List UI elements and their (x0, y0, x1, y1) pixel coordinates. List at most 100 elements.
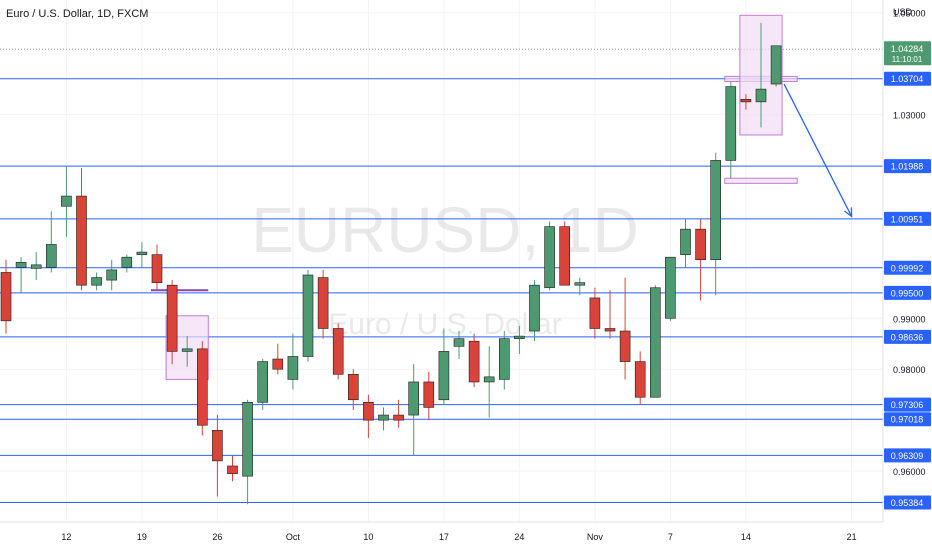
candle-body (710, 160, 722, 261)
level-tag-label: 0.99500 (891, 288, 924, 298)
level-tag (884, 495, 931, 510)
x-tick-label: Oct (286, 532, 301, 542)
arrow-head (844, 207, 853, 218)
level-tag-label: 0.97018 (891, 415, 924, 425)
candle-body (363, 402, 374, 421)
chart-title: Euro / U.S. Dollar, 1D, FXCM (6, 8, 149, 20)
candle-body (665, 256, 676, 319)
candle-body (680, 228, 691, 255)
level-tag (884, 159, 931, 174)
candle-body (151, 254, 163, 283)
candle-body (604, 328, 616, 332)
x-tick-label: 12 (61, 532, 71, 542)
level-tag-label: 0.99992 (891, 263, 924, 273)
candle-body (242, 402, 253, 477)
candle-body (649, 287, 661, 398)
candle-body (347, 374, 359, 401)
level-tag (884, 412, 931, 427)
candle-body (15, 261, 27, 268)
x-tick-label: 7 (668, 532, 673, 542)
level-tag (884, 211, 931, 226)
candle-body (181, 348, 193, 352)
watermark-name: Euro / U.S. Dollar (328, 308, 561, 341)
candle-body (136, 251, 148, 255)
horizontal-levels: 1.03704 1.01988 1.00951 0.99992 0.99500 0.986… (0, 41, 931, 510)
candle-body (408, 381, 420, 416)
y-tick-label: 1.05000 (893, 9, 926, 19)
candle-body (30, 264, 42, 269)
candle-body (574, 282, 586, 286)
arrow-shaft (783, 83, 853, 217)
candle-body (272, 358, 284, 370)
level-tag (884, 71, 931, 86)
candle-body (61, 195, 72, 207)
candle-body (378, 414, 389, 421)
watermark-symbol: EURUSD, 1D (251, 194, 639, 266)
y-tick-label: 0.99000 (893, 314, 926, 324)
x-tick-label: 26 (212, 532, 222, 542)
x-tick-label: 24 (514, 532, 524, 542)
candle-body (423, 381, 435, 408)
currency-label: USD (893, 7, 913, 17)
last-price-value: 1.04284 (891, 44, 924, 54)
candle-body (514, 335, 525, 339)
level-tag-label: 0.95384 (891, 498, 924, 508)
level-tag-label: 0.98636 (891, 332, 924, 342)
level-tag-label: 1.01988 (891, 162, 924, 172)
candle-body (755, 88, 767, 103)
x-tick-label: Nov (587, 532, 604, 542)
level-tag (884, 260, 931, 275)
candle-body (317, 277, 329, 329)
candle-body (287, 356, 299, 380)
candle-body (257, 361, 269, 403)
candle-body (619, 330, 631, 362)
candle-body (634, 361, 646, 398)
candle-body (770, 45, 782, 85)
candle-body (529, 284, 540, 332)
last-price-countdown: 11:10:01 (892, 55, 923, 64)
x-tick-label: 14 (741, 532, 751, 542)
candle-body (544, 226, 555, 289)
candle-body (91, 277, 102, 286)
level-tag (884, 448, 931, 463)
level-tag (884, 397, 931, 412)
candle-body (227, 465, 238, 474)
zone-box (724, 177, 798, 184)
level-tag (884, 285, 931, 300)
level-tag-label: 1.00951 (891, 214, 924, 224)
level-tag-label: 0.96309 (891, 451, 924, 461)
candle-body (121, 256, 133, 268)
candle-body (589, 297, 601, 329)
candle-body (0, 272, 12, 322)
candle-body (332, 328, 344, 375)
candle-body (498, 338, 510, 380)
last-price-tag (884, 41, 931, 66)
candle-body (559, 226, 571, 286)
candle-body (212, 430, 223, 462)
candlesticks (0, 22, 782, 505)
y-tick-label: 0.98000 (893, 365, 926, 375)
candle-body (483, 376, 495, 383)
candle-body (106, 269, 117, 281)
x-tick-label: 19 (137, 532, 147, 542)
projection-arrow (783, 83, 853, 218)
candle-body (197, 348, 208, 426)
candle-body (76, 195, 87, 286)
level-tag-label: 0.97306 (891, 400, 924, 410)
y-tick-label: 1.03000 (893, 111, 926, 121)
level-tag-label: 1.03704 (891, 74, 924, 84)
candle-body (468, 340, 480, 383)
level-tag (884, 329, 931, 344)
x-tick-label: 17 (439, 532, 449, 542)
candle-body (166, 284, 178, 352)
x-tick-label: 21 (847, 532, 857, 542)
x-tick-label: 10 (363, 532, 373, 542)
axes: 1.05000 1.03000 0.99000 0.98000 0.96000 12 19 2… (0, 0, 926, 542)
candle-body (725, 86, 737, 161)
candle-body (45, 244, 57, 268)
candle-body (302, 274, 314, 357)
candle-body (453, 338, 465, 347)
candle-body (393, 414, 404, 421)
candle-body (740, 99, 752, 103)
